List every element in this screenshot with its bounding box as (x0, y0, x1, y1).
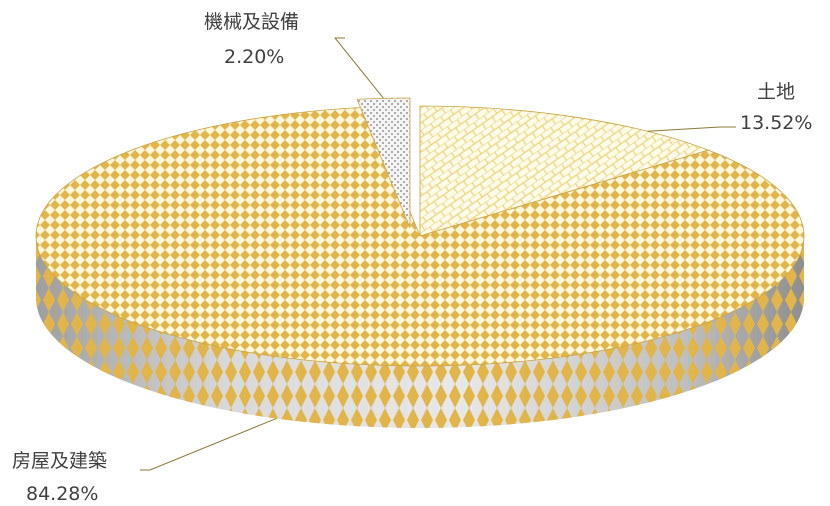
label-land-name: 土地 (757, 81, 795, 103)
pie-plot-area (35, 97, 805, 428)
leader-building (140, 418, 277, 471)
label-land-value: 13.52% (740, 112, 812, 134)
label-machinery-name: 機械及設備 (204, 11, 299, 33)
label-building-name: 房屋及建築 (12, 450, 107, 472)
label-building-value: 84.28% (26, 483, 98, 505)
slice-building (35, 106, 805, 367)
label-machinery-value: 2.20% (224, 46, 284, 68)
slice-building-side-pattern (36, 236, 804, 428)
slice-machinery (356, 97, 411, 229)
leader-land (647, 126, 736, 132)
leader-lines (140, 37, 736, 471)
slice-land (419, 105, 710, 237)
leader-machinery (333, 37, 384, 99)
